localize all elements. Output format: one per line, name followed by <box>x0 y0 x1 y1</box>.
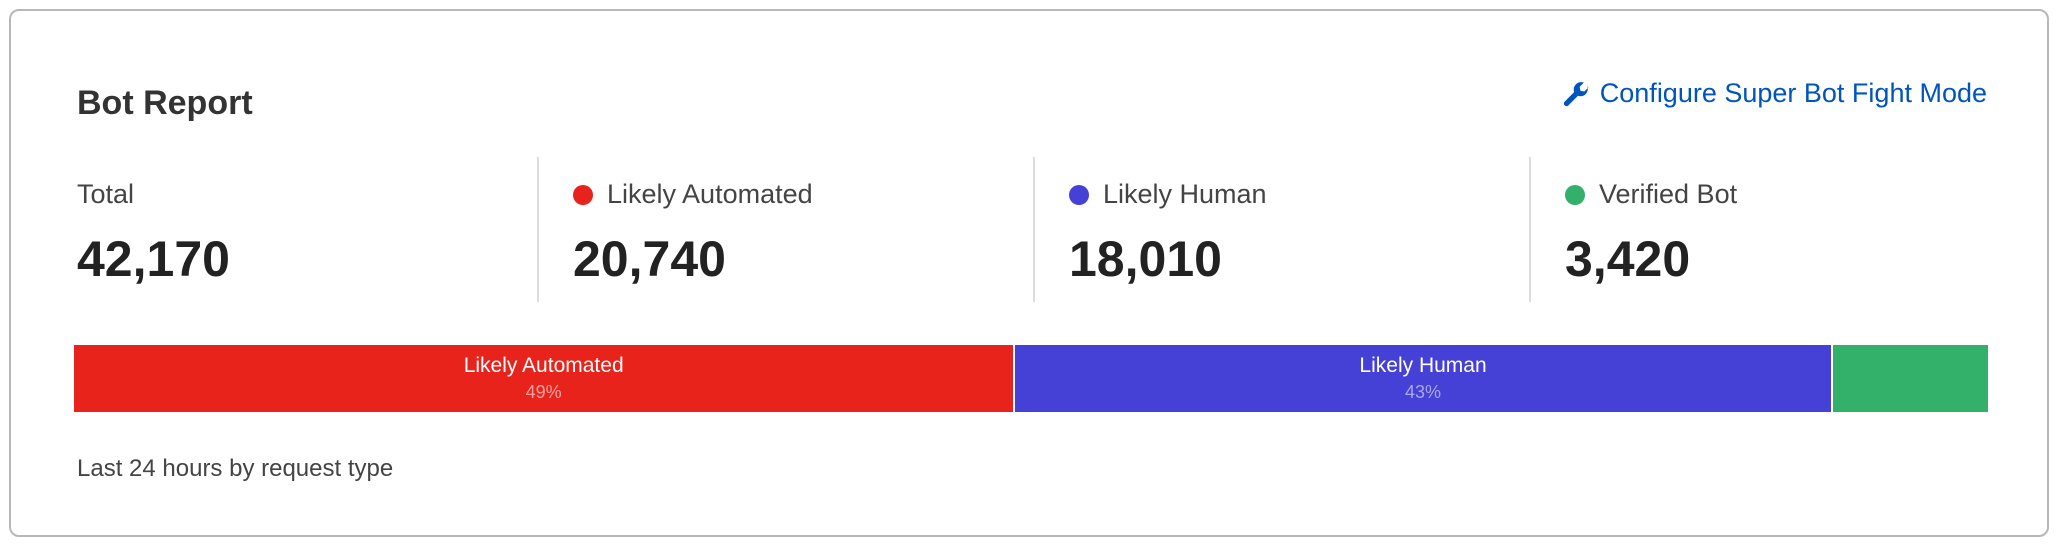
bar-segment-percent: 49% <box>525 382 562 402</box>
stat-label: Likely Human <box>1103 179 1267 209</box>
bar-segment-percent: 43% <box>1405 382 1442 402</box>
stat-value: 18,010 <box>1069 231 1222 287</box>
stat-likely-automated: Likely Automated 20,740 <box>537 157 1033 302</box>
bar-segment-likely-human[interactable]: Likely Human 43% <box>1015 345 1833 412</box>
stat-label: Verified Bot <box>1599 179 1738 209</box>
configure-link-label: Configure Super Bot Fight Mode <box>1599 78 1987 108</box>
configure-super-bot-fight-mode-link[interactable]: Configure Super Bot Fight Mode <box>1562 78 1987 109</box>
stats-row: Total 42,170 Likely Automated 20,740 Lik… <box>77 157 2025 302</box>
stat-total: Total 42,170 <box>77 157 537 302</box>
chart-caption: Last 24 hours by request type <box>77 455 394 482</box>
stat-label: Likely Automated <box>607 179 813 209</box>
stat-likely-human: Likely Human 18,010 <box>1033 157 1529 302</box>
stat-value: 3,420 <box>1565 231 1691 287</box>
wrench-icon <box>1563 81 1589 106</box>
request-type-stacked-bar: Likely Automated 49% Likely Human 43% <box>74 345 1988 412</box>
bar-segment-verified-bot[interactable] <box>1832 345 1988 412</box>
stat-label: Total <box>77 179 135 209</box>
bar-segment-label: Likely Human <box>1359 354 1487 377</box>
card-title: Bot Report <box>77 84 253 122</box>
bar-segment-likely-automated[interactable]: Likely Automated 49% <box>74 345 1016 412</box>
green-dot-icon <box>1565 184 1585 205</box>
bar-segment-label: Likely Automated <box>463 354 624 377</box>
stat-value: 20,740 <box>573 231 726 287</box>
blue-dot-icon <box>1069 184 1089 205</box>
stat-verified-bot: Verified Bot 3,420 <box>1529 157 2025 302</box>
red-dot-icon <box>573 184 593 205</box>
bot-report-card: Bot Report Configure Super Bot Fight Mod… <box>9 9 2049 537</box>
stat-value: 42,170 <box>77 231 230 287</box>
